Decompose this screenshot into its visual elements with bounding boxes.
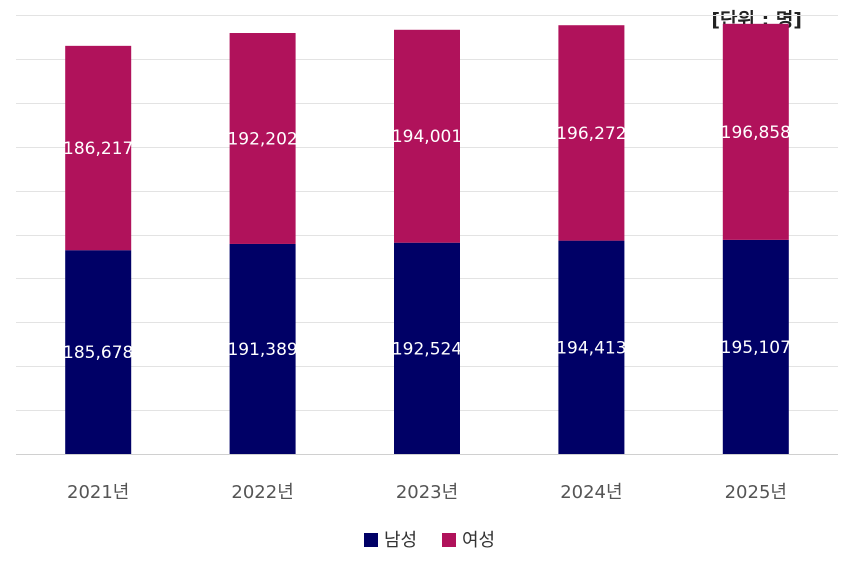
x-tick-label: 2023년 (396, 482, 458, 503)
data-label: 191,389 (227, 340, 297, 360)
data-label: 186,217 (63, 139, 133, 159)
data-label: 194,001 (392, 127, 462, 147)
data-label: 192,202 (227, 129, 297, 149)
data-label: 194,413 (556, 338, 626, 358)
legend-label: 여성 (462, 530, 495, 551)
bar-segment (65, 250, 132, 454)
data-label: 185,678 (63, 343, 133, 363)
data-label: 196,858 (721, 123, 791, 143)
bar-segment (65, 45, 132, 251)
data-label: 196,272 (556, 124, 626, 144)
bar-segment (558, 240, 625, 454)
x-tick-label: 2022년 (231, 482, 293, 503)
legend-label: 남성 (384, 530, 417, 551)
bar-segment (722, 23, 789, 240)
x-tick-label: 2021년 (67, 482, 129, 503)
legend-swatch (442, 533, 456, 547)
bar-segment (722, 239, 789, 454)
bar-segment (394, 242, 460, 454)
bar-segment (229, 243, 296, 454)
x-tick-label: 2025년 (725, 482, 787, 503)
data-label: 195,107 (721, 338, 791, 358)
legend-swatch (364, 533, 378, 547)
bar-segment (558, 25, 625, 241)
bar-segment (229, 33, 296, 244)
bar-segment (394, 29, 460, 243)
x-tick-label: 2024년 (560, 482, 622, 503)
data-label: 192,524 (392, 339, 462, 359)
